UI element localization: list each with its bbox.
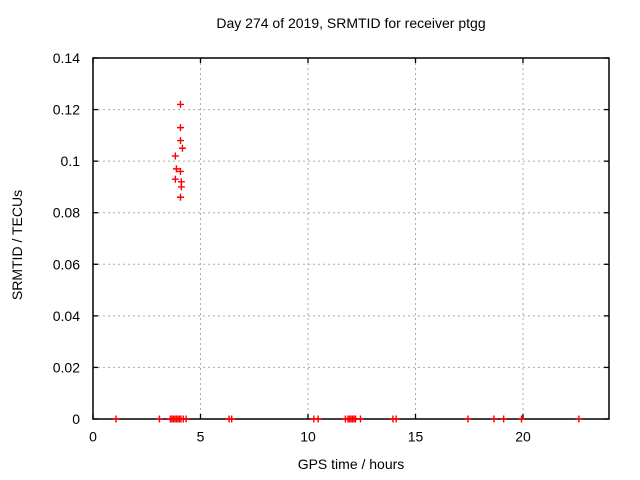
- chart-title: Day 274 of 2019, SRMTID for receiver ptg…: [216, 15, 486, 31]
- data-point: [171, 175, 179, 183]
- y-tick-label: 0.12: [53, 102, 80, 118]
- x-tick-label: 5: [197, 429, 205, 445]
- data-point: [177, 137, 185, 145]
- data-point: [228, 415, 236, 423]
- x-tick-label: 20: [515, 429, 531, 445]
- x-tick-label: 15: [408, 429, 424, 445]
- data-point: [177, 100, 185, 108]
- data-point: [112, 415, 120, 423]
- data-point: [464, 415, 472, 423]
- y-tick-label: 0.06: [53, 256, 80, 272]
- data-point: [177, 193, 185, 201]
- data-point: [171, 152, 179, 160]
- y-axis-label: SRMTID / TECUs: [9, 189, 25, 301]
- data-point: [177, 124, 185, 132]
- data-point: [178, 144, 186, 152]
- data-point: [155, 415, 163, 423]
- data-point: [392, 415, 400, 423]
- data-point: [356, 415, 364, 423]
- data-point: [490, 415, 498, 423]
- y-tick-label: 0: [72, 411, 80, 427]
- data-point: [172, 165, 180, 173]
- y-tick-label: 0.04: [53, 308, 80, 324]
- y-tick-label: 0.14: [53, 50, 80, 66]
- data-point: [517, 415, 525, 423]
- x-tick-label: 0: [89, 429, 97, 445]
- y-tick-label: 0.08: [53, 205, 80, 221]
- x-axis-label: GPS time / hours: [297, 456, 405, 472]
- plot-border: [92, 57, 610, 420]
- data-point: [575, 415, 583, 423]
- data-point: [314, 415, 322, 423]
- x-tick-label: 10: [300, 429, 316, 445]
- data-point: [177, 167, 185, 175]
- y-tick-label: 0.1: [61, 153, 81, 169]
- data-point: [500, 415, 508, 423]
- y-tick-label: 0.02: [53, 359, 80, 375]
- data-point: [182, 415, 190, 423]
- data-point: [177, 183, 185, 191]
